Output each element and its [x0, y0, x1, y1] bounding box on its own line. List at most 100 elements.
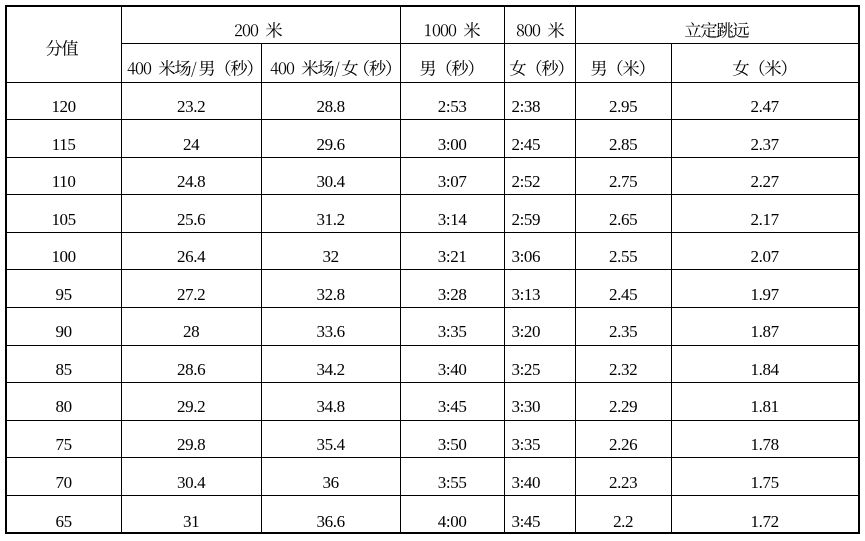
value-cell: 3:07: [400, 157, 505, 196]
value-cell: 2.35: [575, 307, 672, 346]
value-cell: 2.95: [575, 82, 672, 121]
header-label-glyphs: [732, 59, 787, 76]
score-cell: 80: [6, 383, 122, 421]
score-cell: 85: [6, 345, 122, 384]
header-group-800m: [504, 6, 576, 45]
table-row: 105 25.6 31.2 3:14 2:59 2.65 2.17: [6, 195, 858, 233]
value-cell: 3:30: [504, 383, 576, 421]
value-cell: 31: [122, 495, 262, 533]
header-group-1000m: [400, 6, 505, 45]
value-cell: 2:52: [504, 157, 576, 196]
header-label-glyphs: [516, 21, 564, 38]
table-row: 120 23.2 28.8 2:53 2:38 2.95 2.47: [6, 82, 858, 121]
header-label-glyphs: [510, 59, 564, 76]
value-cell: 1.81: [671, 383, 858, 421]
score-cell: 75: [6, 420, 122, 459]
value-cell: 1.87: [671, 308, 858, 346]
value-cell: 3:45: [400, 383, 505, 421]
table-header: [6, 6, 858, 83]
value-cell: 3:35: [400, 307, 505, 346]
value-cell: 32.8: [261, 270, 401, 308]
value-cell: 1.75: [671, 458, 858, 496]
value-cell: 28.6: [121, 345, 262, 384]
value-cell: 3:06: [504, 232, 576, 271]
header-label-glyphs: [234, 21, 283, 38]
header-label-glyphs: [127, 59, 253, 77]
value-cell: 23.2: [121, 82, 262, 121]
value-cell: 1.72: [750, 512, 780, 531]
header-group-200m: [121, 6, 401, 45]
table-row: 115 24 29.6 3:00 2:45 2.85 2.37: [6, 120, 858, 158]
table-row: 80 29.2 34.8 3:45 3:30 2.29 1.81: [6, 383, 858, 421]
header-group-row: [6, 6, 858, 83]
value-cell: 32: [261, 232, 401, 271]
score-cell: 70: [6, 458, 122, 496]
value-cell: 30.4: [261, 157, 401, 196]
value-cell: 3:35: [504, 420, 576, 459]
value-cell: 3:25: [504, 345, 576, 384]
score-cell: 100: [6, 232, 122, 271]
value-cell: 36.6: [262, 495, 401, 533]
value-cell: 24.8: [121, 157, 262, 196]
value-cell: 29.6: [261, 120, 401, 158]
value-cell: 2.32: [575, 345, 672, 384]
table-row: 90 28 33.6 3:35 3:20 2.35 1.87: [6, 307, 858, 346]
value-cell: 3:21: [400, 232, 505, 271]
table-row: 100 26.4 32 3:21 3:06 2.55 2.07: [6, 232, 858, 271]
value-cell: 3:50: [400, 420, 505, 459]
value-cell: 2:38: [504, 82, 576, 121]
value-cell: 31.2: [261, 195, 401, 233]
header-sub-200m-track-female: [261, 44, 401, 83]
value-cell: 3:00: [400, 120, 505, 158]
value-cell: 1.78: [671, 421, 858, 459]
value-cell: 3:40: [400, 345, 505, 384]
value-cell: 2.29: [575, 383, 672, 421]
value-cell: 2.45: [575, 270, 672, 308]
value-cell: 24: [121, 120, 262, 158]
value-cell: 26.4: [121, 232, 262, 271]
value-cell: 25.6: [121, 195, 262, 233]
table-row: 75 29.8 35.4 3:50 3:35 2.26 1.78: [6, 420, 858, 459]
value-cell: 34.2: [261, 345, 401, 384]
value-cell: 2:53: [400, 82, 505, 121]
value-cell: 3:45: [505, 495, 576, 533]
value-cell: 30.4: [121, 458, 262, 496]
score-cell: 105: [6, 195, 122, 233]
score-cell: 90: [6, 307, 122, 346]
value-cell: 2.2: [576, 495, 672, 533]
score-cell: 110: [6, 157, 122, 196]
value-cell: 28.8: [261, 82, 401, 121]
value-cell: 34.8: [261, 383, 401, 421]
value-cell: 2.37: [671, 120, 858, 158]
value-cell: 29.8: [121, 420, 262, 459]
value-cell: 1.84: [671, 346, 858, 384]
header-score: [6, 6, 122, 83]
value-cell: 2.65: [575, 195, 672, 233]
score-cell: 95: [6, 270, 122, 308]
value-cell: 1.97: [671, 270, 858, 308]
header-sub-200m-track-male: [121, 44, 262, 83]
value-cell: 28: [121, 307, 262, 346]
header-label-glyphs: [684, 21, 749, 38]
score-cell: 65: [7, 495, 122, 533]
value-cell: 2:45: [504, 120, 576, 158]
table-row: 85 28.6 34.2 3:40 3:25 2.32 1.84: [6, 345, 858, 384]
header-label-glyphs: [270, 59, 391, 77]
table-row: 65 31 36.6 4:00 3:45 2.2 1.72: [7, 495, 858, 533]
value-cell: 3:13: [504, 270, 576, 308]
value-cell: 2.17: [671, 195, 858, 233]
value-cell: 2.23: [575, 458, 672, 496]
score-cell: 120: [6, 82, 122, 121]
value-cell: 2.07: [671, 233, 858, 271]
value-cell: 3:20: [504, 307, 576, 346]
header-label-glyphs: [591, 59, 645, 76]
score-cell: 115: [6, 120, 122, 158]
header-label-glyphs: [420, 59, 474, 76]
value-cell: 2:59: [504, 195, 576, 233]
table-body: 120 23.2 28.8 2:53 2:38 2.95 2.47 115 24…: [6, 82, 858, 533]
value-cell: 2.55: [575, 232, 672, 271]
value-cell: 3:40: [504, 458, 576, 496]
value-cell: 2.75: [575, 157, 672, 196]
header-label-glyphs: [45, 39, 79, 56]
